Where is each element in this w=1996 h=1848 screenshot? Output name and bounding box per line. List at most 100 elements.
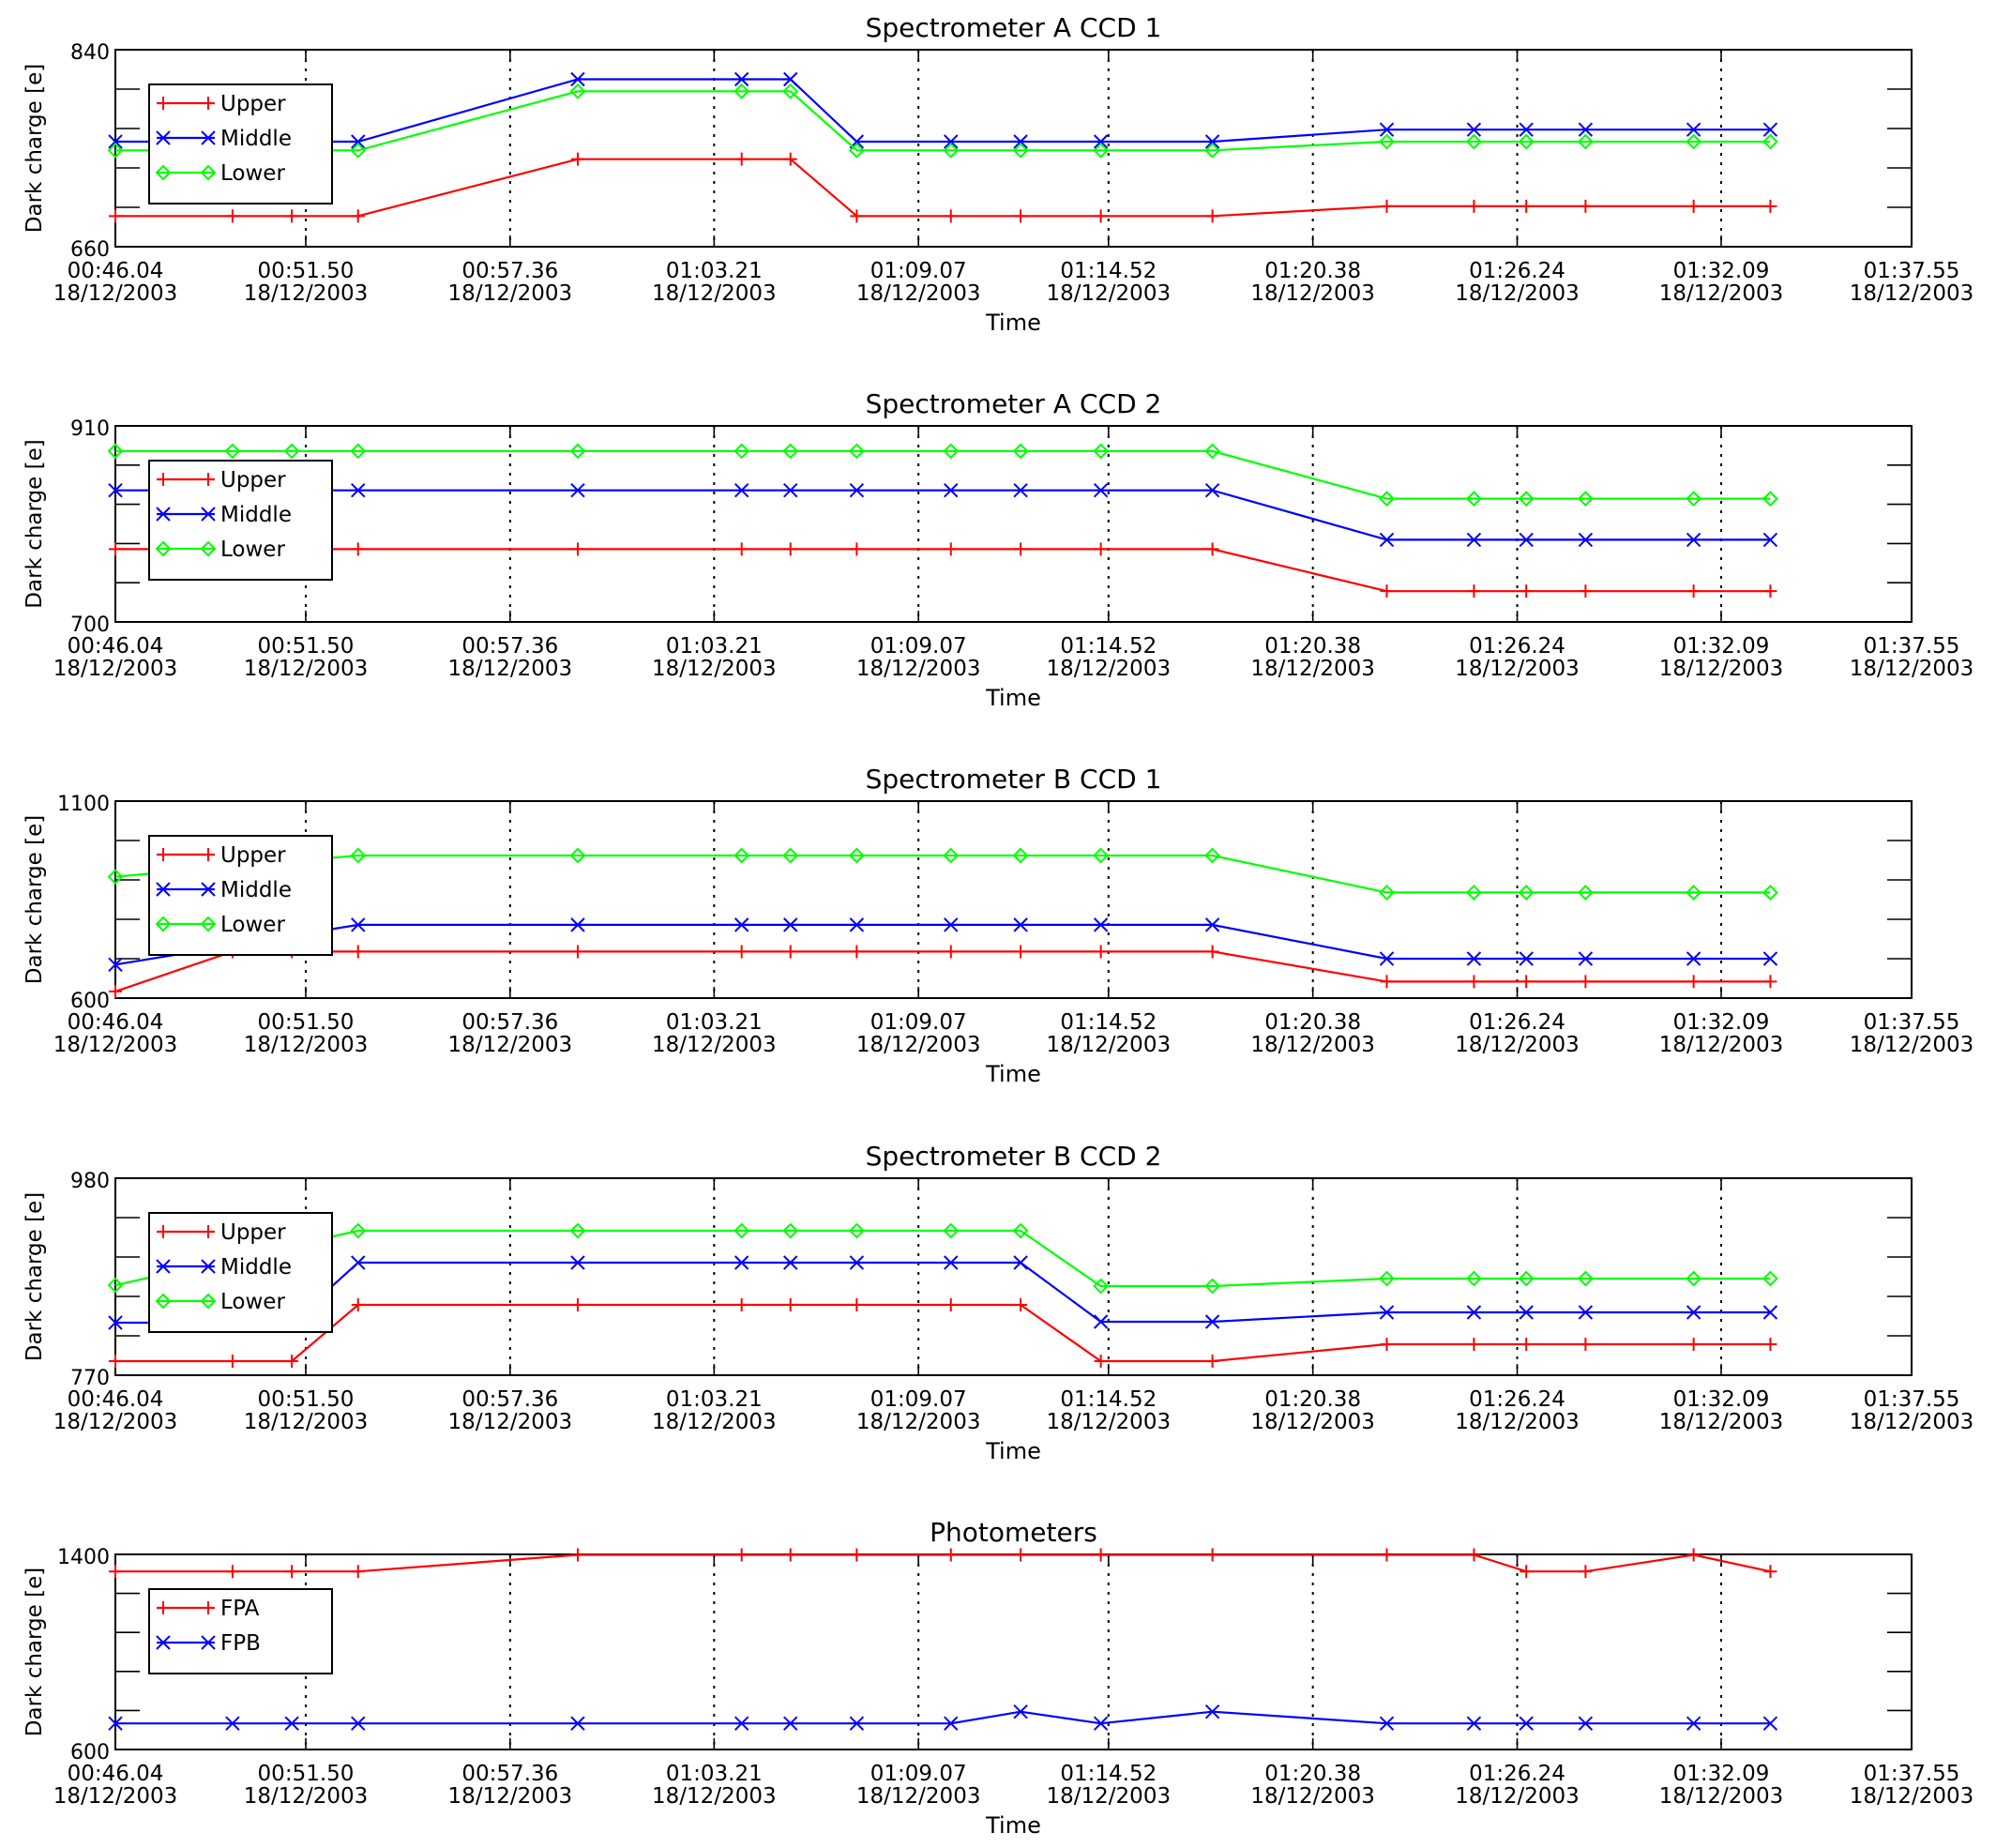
data-point	[1204, 1278, 1221, 1295]
y-axis-label: Dark charge [e]	[23, 1192, 47, 1361]
data-point	[1466, 133, 1482, 150]
data-point	[1204, 482, 1220, 498]
data-point	[1093, 1278, 1110, 1295]
data-point	[1204, 134, 1220, 149]
y-tick-label-min: 600	[70, 1741, 110, 1765]
data-point	[1686, 584, 1701, 598]
series-line	[115, 90, 1771, 152]
y-tick-label-min: 660	[70, 238, 110, 262]
x-tick-label-time: 01:09.07	[870, 634, 967, 659]
x-tick-label-date: 18/12/2003	[652, 1410, 777, 1434]
data-point	[850, 542, 864, 556]
x-tick-label-time: 00:57.36	[461, 1762, 558, 1786]
x-tick-label-time: 00:51.50	[258, 259, 355, 283]
legend-marker	[156, 130, 171, 145]
data-point	[108, 957, 123, 973]
data-point	[733, 847, 750, 864]
data-point	[1094, 1355, 1108, 1368]
series-lower	[107, 83, 1778, 159]
data-point	[1379, 885, 1395, 901]
data-point	[733, 71, 749, 87]
x-tick-label-time: 01:37.55	[1864, 1387, 1960, 1412]
series-line	[115, 158, 1771, 218]
x-axis-label: Time	[985, 1812, 1041, 1839]
y-tick-label-max: 910	[70, 417, 110, 441]
data-point	[1467, 584, 1481, 598]
legend-label: Upper	[220, 843, 286, 868]
data-point	[285, 1355, 299, 1368]
data-point	[1762, 133, 1778, 150]
data-point	[1379, 122, 1395, 137]
data-point	[944, 1548, 958, 1562]
data-point	[850, 1298, 864, 1311]
x-tick-label-date: 18/12/2003	[244, 1784, 369, 1809]
y-tick-label-min: 700	[70, 613, 110, 637]
x-tick-label-time: 01:14.52	[1060, 1010, 1157, 1035]
legend-marker	[155, 164, 172, 181]
data-point	[1579, 584, 1593, 598]
data-point	[1467, 1548, 1481, 1562]
legend-label: Lower	[220, 161, 285, 186]
data-point	[733, 917, 749, 932]
data-point	[1013, 1255, 1028, 1270]
data-point	[1013, 482, 1028, 498]
data-point	[108, 1716, 123, 1731]
data-point	[944, 482, 959, 498]
data-point	[1579, 975, 1593, 989]
data-point	[1205, 1355, 1219, 1368]
data-point	[944, 209, 958, 223]
legend: FPA FPB	[148, 1588, 333, 1674]
data-point	[1379, 951, 1395, 966]
data-point	[569, 83, 586, 99]
data-point	[1520, 975, 1534, 989]
data-point	[351, 1255, 366, 1270]
data-point	[224, 443, 241, 460]
x-axis-label: Time	[985, 1061, 1041, 1087]
data-point	[1204, 1314, 1220, 1329]
x-tick-label-date: 18/12/2003	[652, 1784, 777, 1809]
x-tick-label-date: 18/12/2003	[244, 281, 369, 306]
legend-marker	[155, 540, 172, 557]
data-point	[570, 152, 584, 166]
data-point	[1686, 885, 1702, 901]
data-point	[1518, 1270, 1535, 1287]
data-point	[1205, 945, 1219, 959]
x-tick-label-date: 18/12/2003	[856, 281, 981, 306]
data-point	[1467, 975, 1481, 989]
y-tick-label-min: 600	[70, 990, 110, 1013]
data-point	[1519, 1305, 1534, 1320]
x-tick-label-time: 01:37.55	[1864, 634, 1960, 659]
data-point	[734, 152, 748, 166]
plot-frame	[114, 800, 1913, 999]
data-point	[1763, 1565, 1777, 1579]
data-point	[848, 847, 865, 864]
data-point	[570, 917, 585, 932]
data-point	[225, 1716, 240, 1731]
data-point	[570, 1255, 585, 1270]
data-point	[850, 945, 864, 959]
data-point	[1204, 847, 1221, 864]
data-point	[285, 209, 299, 223]
data-point	[350, 847, 367, 864]
data-point	[1012, 443, 1029, 460]
series-lower	[107, 847, 1778, 901]
data-point	[1466, 1305, 1482, 1320]
series-line	[114, 1229, 1771, 1288]
series-upper	[109, 542, 1777, 598]
x-tick-label-time: 00:46.04	[68, 259, 164, 283]
legend-marker	[202, 473, 215, 486]
data-point	[1466, 951, 1482, 966]
data-point	[350, 1222, 367, 1239]
chart-title: Spectrometer A CCD 1	[866, 12, 1162, 43]
x-tick-label-time: 01:37.55	[1864, 1010, 1960, 1035]
data-point	[1466, 1270, 1482, 1287]
legend-label: FPB	[220, 1631, 261, 1656]
data-point	[108, 482, 123, 498]
x-tick-label-date: 18/12/2003	[53, 1410, 178, 1434]
x-tick-label-time: 01:14.52	[1060, 1762, 1157, 1786]
x-tick-label-date: 18/12/2003	[1250, 281, 1375, 306]
data-point	[1577, 133, 1594, 150]
legend-marker	[200, 1293, 217, 1310]
data-point	[1380, 199, 1394, 213]
data-point	[783, 1255, 798, 1270]
